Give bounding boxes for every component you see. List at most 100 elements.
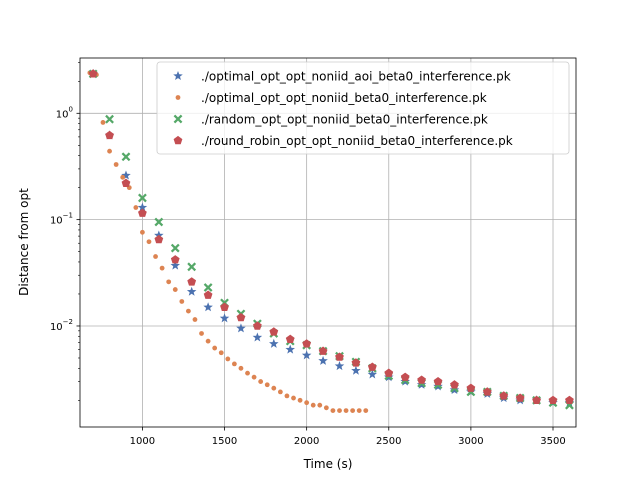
- data-point: [284, 393, 290, 399]
- data-point: [179, 299, 185, 304]
- data-point: [203, 302, 213, 312]
- data-point: [121, 152, 131, 162]
- data-point: [297, 397, 303, 403]
- data-point: [219, 313, 230, 323]
- data-point: [417, 375, 426, 384]
- data-point: [170, 260, 181, 270]
- data-point: [192, 317, 198, 322]
- data-point: [302, 339, 312, 348]
- data-point: [384, 368, 394, 377]
- legend-marker: [173, 71, 183, 81]
- data-point: [334, 361, 345, 371]
- data-point: [285, 334, 295, 343]
- data-point: [203, 283, 213, 292]
- data-point: [335, 352, 344, 361]
- data-point: [264, 382, 270, 388]
- x-tick-label: 3000: [458, 436, 483, 447]
- data-point: [253, 321, 262, 330]
- x-tick-label: 1000: [130, 436, 155, 447]
- data-point: [466, 383, 476, 392]
- data-point: [482, 387, 492, 396]
- data-point: [225, 356, 231, 362]
- data-point: [565, 395, 574, 405]
- y-tick-label: 100: [56, 105, 73, 120]
- data-point: [433, 376, 443, 386]
- data-point: [310, 402, 316, 408]
- data-point: [277, 389, 283, 395]
- data-point: [304, 400, 310, 406]
- data-point: [245, 370, 250, 376]
- data-point: [170, 243, 180, 253]
- data-point: [205, 338, 211, 344]
- data-point: [154, 234, 164, 244]
- data-point: [363, 408, 369, 414]
- data-point: [88, 69, 98, 78]
- data-point: [146, 239, 152, 245]
- data-point: [138, 208, 147, 217]
- data-point: [121, 178, 131, 187]
- series-4: [88, 69, 574, 405]
- data-point: [269, 327, 279, 336]
- x-tick-label: 1500: [212, 436, 237, 447]
- data-point: [133, 205, 139, 210]
- series-2: [87, 70, 369, 414]
- data-point: [318, 346, 328, 355]
- data-point: [258, 379, 264, 384]
- legend-label: ./optimal_opt_opt_noniid_beta0_interfere…: [201, 91, 487, 105]
- x-tick-label: 2500: [376, 436, 401, 447]
- data-point: [199, 331, 204, 336]
- data-point: [218, 350, 224, 356]
- data-point: [252, 332, 263, 342]
- legend-marker: [175, 95, 181, 100]
- legend: ./optimal_opt_opt_noniid_aoi_beta0_inter…: [156, 61, 570, 155]
- data-point: [185, 308, 191, 314]
- data-point: [251, 374, 257, 380]
- data-point: [323, 405, 329, 411]
- data-point: [532, 395, 541, 405]
- data-point: [107, 148, 112, 154]
- data-point: [351, 358, 361, 367]
- data-point: [105, 130, 114, 140]
- data-point: [236, 312, 246, 322]
- x-axis-label: Time (s): [303, 457, 353, 471]
- data-point: [337, 408, 342, 414]
- data-point: [238, 365, 244, 371]
- series-layer: [87, 68, 575, 414]
- y-axis-label: Distance from opt: [17, 188, 31, 296]
- data-point: [220, 302, 229, 311]
- data-point: [367, 362, 377, 371]
- data-point: [170, 255, 180, 264]
- legend-marker: [173, 114, 183, 124]
- plot-frame: [79, 57, 577, 428]
- data-point: [100, 120, 106, 125]
- data-point: [343, 408, 349, 414]
- data-point: [450, 380, 459, 389]
- data-point: [121, 170, 131, 180]
- data-point: [351, 365, 361, 375]
- data-point: [236, 323, 246, 333]
- data-point: [231, 361, 237, 367]
- data-point: [291, 395, 296, 401]
- data-point: [120, 174, 126, 180]
- data-point: [271, 385, 277, 391]
- legend-label: ./random_opt_opt_noniid_beta0_interferen…: [201, 113, 488, 127]
- y-axis-ticks: 100 10−1 10−2: [50, 105, 80, 333]
- data-point: [318, 355, 328, 365]
- data-point: [159, 265, 165, 271]
- data-point: [203, 290, 213, 299]
- x-axis-ticks: 1000 1500 2000 2500 3000 3500: [130, 427, 566, 447]
- legend-label: ./round_robin_opt_opt_noniid_beta0_inter…: [201, 134, 513, 148]
- data-point: [137, 202, 148, 212]
- data-point: [400, 372, 410, 381]
- y-tick-label: 10−2: [50, 318, 73, 333]
- x-tick-label: 3500: [540, 436, 565, 447]
- data-point: [317, 402, 323, 408]
- data-point: [330, 408, 336, 414]
- data-point: [515, 393, 525, 402]
- data-point: [113, 162, 119, 167]
- data-point: [301, 350, 312, 360]
- data-point: [138, 193, 147, 203]
- data-point: [499, 391, 509, 400]
- legend-marker: [173, 135, 183, 145]
- data-point: [153, 254, 158, 259]
